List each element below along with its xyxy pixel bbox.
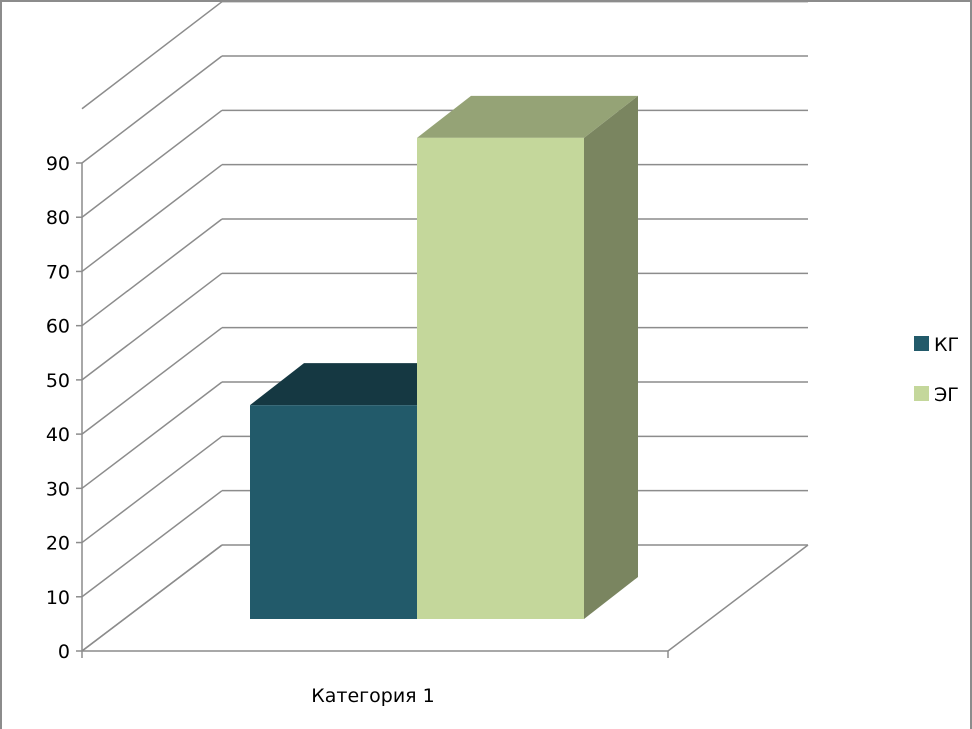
category-label: Категория 1 (311, 685, 434, 707)
gridline-side (81, 327, 223, 435)
legend-label-2: ЭГ (934, 384, 959, 406)
labels: 0 10 20 30 40 50 60 70 80 90 Категория 1 (46, 153, 435, 707)
y-tick-label: 90 (46, 153, 70, 175)
y-tick-label: 80 (46, 207, 70, 229)
y-tick-label: 10 (46, 587, 70, 609)
bar-side-2 (584, 95, 638, 619)
gridline-side (81, 490, 223, 598)
y-tick-label: 70 (46, 261, 70, 283)
legend[interactable]: КГ ЭГ (914, 334, 959, 406)
gridline-side (81, 435, 223, 544)
bar-top-1 (250, 363, 471, 406)
gridline-side (81, 164, 223, 273)
bar-1 (250, 405, 417, 619)
legend-swatch-2 (914, 386, 929, 401)
y-tick-label: 20 (46, 533, 70, 555)
gridline-side (81, 1, 223, 110)
y-tick-label: 40 (46, 424, 70, 446)
y-tick-label: 0 (58, 641, 70, 663)
legend-swatch-1 (914, 336, 929, 351)
y-tick-label: 60 (46, 316, 70, 338)
legend-label-1: КГ (934, 334, 959, 356)
floor-right-edge (667, 544, 809, 652)
gridline-side (81, 55, 223, 164)
gridline-side (81, 109, 223, 218)
bar-top-2 (417, 95, 638, 138)
gridline-side (81, 272, 223, 381)
gridline-side (81, 381, 223, 489)
bar-2 (417, 137, 584, 619)
bars (250, 95, 638, 619)
gridline-side (81, 218, 223, 327)
y-tick-label: 30 (46, 478, 70, 500)
floor-left-edge (81, 544, 223, 652)
axes (76, 162, 669, 658)
y-tick-label: 50 (46, 370, 70, 392)
